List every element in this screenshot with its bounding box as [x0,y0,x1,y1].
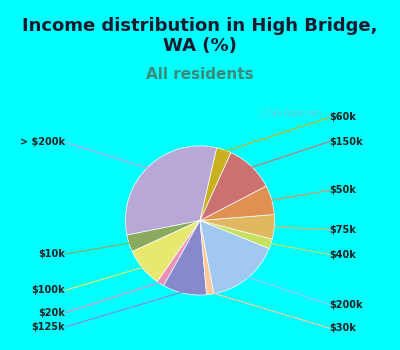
Text: $200k: $200k [330,300,363,310]
Text: $60k: $60k [330,112,356,122]
Wedge shape [127,220,200,252]
Text: $10k: $10k [38,249,65,259]
Text: $75k: $75k [330,225,356,235]
Text: $20k: $20k [38,308,65,318]
Wedge shape [200,186,274,220]
Text: $150k: $150k [330,136,363,147]
Wedge shape [132,220,200,282]
Text: ⓘ City-Data.com: ⓘ City-Data.com [260,109,322,118]
Wedge shape [200,215,274,239]
Text: $30k: $30k [330,323,356,333]
Text: $100k: $100k [32,285,65,295]
Text: Income distribution in High Bridge,
WA (%): Income distribution in High Bridge, WA (… [22,17,378,56]
Wedge shape [157,220,200,286]
Wedge shape [200,220,214,295]
Wedge shape [200,153,266,220]
Text: > $200k: > $200k [20,138,65,147]
Text: $40k: $40k [330,250,356,260]
Wedge shape [126,146,217,235]
Wedge shape [200,220,272,248]
Wedge shape [200,220,269,294]
Wedge shape [200,148,231,220]
Text: $50k: $50k [330,186,356,195]
Text: All residents: All residents [146,66,254,82]
Text: $125k: $125k [32,322,65,332]
Wedge shape [164,220,207,295]
